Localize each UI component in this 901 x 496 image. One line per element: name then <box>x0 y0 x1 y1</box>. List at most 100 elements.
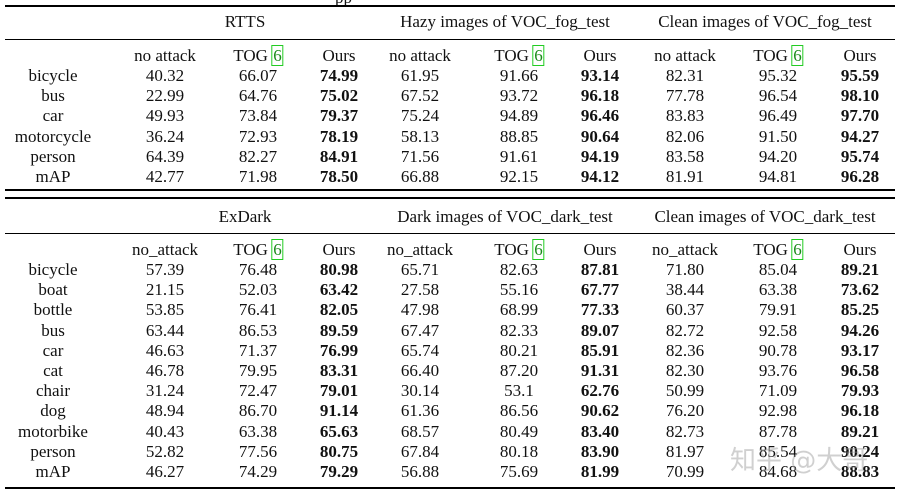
table-cell: 94.19 <box>580 146 620 166</box>
group-header: Clean images of VOC_dark_test <box>654 207 876 226</box>
table-cell: 56.88 <box>400 462 440 481</box>
table-cell: 96.18 <box>580 86 620 106</box>
table-cell: 75.69 <box>499 462 539 481</box>
table-cell: 90.64 <box>580 126 620 146</box>
table-cell: 74.99 <box>319 66 359 85</box>
table-cell: 79.01 <box>319 381 359 401</box>
group-header: Dark images of VOC_dark_test <box>397 207 613 226</box>
top-rule <box>5 5 895 7</box>
table-cell: 22.99 <box>145 86 185 106</box>
citation-link[interactable]: 6 <box>791 239 804 260</box>
bottom-rule <box>5 487 895 489</box>
table-cell: 92.98 <box>758 401 798 421</box>
table-cell: 46.78 <box>145 361 185 380</box>
table-cell: 82.31 <box>665 66 705 85</box>
cut-off-caption: pp <box>335 0 352 8</box>
table-cell: 67.47 <box>400 320 440 340</box>
table-cell: 53.85 <box>145 300 185 320</box>
row-label: bicycle <box>28 260 78 279</box>
table-cell: 94.27 <box>840 126 880 146</box>
table-cell: 89.59 <box>319 320 359 340</box>
citation-link[interactable]: 6 <box>791 45 804 66</box>
row-label: cat <box>43 361 63 380</box>
column-header: Ours <box>583 46 616 66</box>
table-cell: 80.49 <box>499 421 539 441</box>
table-cell: 86.53 <box>238 320 278 340</box>
table-cell: 96.49 <box>758 106 798 126</box>
table-cell: 82.06 <box>665 126 705 146</box>
table-cell: 58.13 <box>400 126 440 146</box>
table-cell: 91.66 <box>499 66 539 85</box>
table-cell: 76.99 <box>319 340 359 360</box>
table-cell: 78.50 <box>319 167 359 186</box>
table-cell: 83.58 <box>665 146 705 166</box>
row-label: person <box>30 146 76 166</box>
table-cell: 79.95 <box>238 361 278 380</box>
column-header: Ours <box>322 240 355 260</box>
column-header: Ours <box>843 46 876 66</box>
column-header-label: no_attack <box>651 240 719 259</box>
table-cell: 52.82 <box>145 441 185 461</box>
citation-link[interactable]: 6 <box>532 239 545 260</box>
table-cell: 61.95 <box>400 66 440 85</box>
citation-link[interactable]: 6 <box>271 45 284 66</box>
row-label: motorbike <box>18 421 88 441</box>
table-cell: 89.21 <box>840 421 880 441</box>
column-header: Ours <box>583 240 616 260</box>
table-cell: 73.84 <box>238 106 278 126</box>
row-label: bus <box>41 320 65 340</box>
citation-link[interactable]: 6 <box>532 45 545 66</box>
table-cell: 82.73 <box>665 421 705 441</box>
table-cell: 77.56 <box>238 441 278 461</box>
table-cell: 85.91 <box>580 340 620 360</box>
table-cell: 50.99 <box>665 381 705 401</box>
column-header-label: no attack <box>134 46 196 65</box>
table-cell: 47.98 <box>400 300 440 320</box>
column-header-label: Ours <box>843 46 877 65</box>
table-cell: 71.80 <box>665 260 705 279</box>
table-cell: 73.62 <box>840 280 880 300</box>
table-cell: 82.05 <box>319 300 359 320</box>
table-cell: 97.70 <box>840 106 880 126</box>
table-cell: 98.10 <box>840 86 880 106</box>
table-cell: 77.33 <box>580 300 620 320</box>
column-header: no attack <box>134 46 196 66</box>
group-header: Hazy images of VOC_fog_test <box>400 12 610 31</box>
table-cell: 90.24 <box>840 441 880 461</box>
table-cell: 66.07 <box>238 66 278 85</box>
column-header: no_attack <box>652 240 718 260</box>
table-cell: 91.61 <box>499 146 539 166</box>
table-cell: 74.29 <box>238 462 278 481</box>
table-cell: 81.97 <box>665 441 705 461</box>
table-cell: 85.25 <box>840 300 880 320</box>
table-cell: 83.31 <box>319 361 359 380</box>
table-cell: 87.81 <box>580 260 620 279</box>
table-cell: 93.76 <box>758 361 798 380</box>
table-cell: 63.44 <box>145 320 185 340</box>
citation-link[interactable]: 6 <box>271 239 284 260</box>
table-cell: 82.72 <box>665 320 705 340</box>
table-cell: 94.20 <box>758 146 798 166</box>
table-cell: 89.21 <box>840 260 880 279</box>
table-cell: 57.39 <box>145 260 185 279</box>
table-cell: 91.50 <box>758 126 798 146</box>
table-cell: 40.32 <box>145 66 185 85</box>
table-cell: 67.52 <box>400 86 440 106</box>
table-cell: 27.58 <box>400 280 440 300</box>
row-label: motorcycle <box>14 126 92 146</box>
table-cell: 85.04 <box>758 260 798 279</box>
table-cell: 40.43 <box>145 421 185 441</box>
table-cell: 96.58 <box>840 361 880 380</box>
column-header-label: Ours <box>843 240 877 259</box>
table-cell: 94.81 <box>758 167 798 186</box>
table-cell: 89.07 <box>580 320 620 340</box>
table-cell: 68.57 <box>400 421 440 441</box>
table-cell: 79.29 <box>319 462 359 481</box>
table-cell: 83.40 <box>580 421 620 441</box>
header-rule <box>5 39 895 40</box>
table-cell: 96.18 <box>840 401 880 421</box>
column-header: TOG 6 <box>233 45 284 66</box>
table-cell: 86.56 <box>499 401 539 421</box>
column-header-label: TOG <box>233 240 268 259</box>
table-cell: 71.09 <box>758 381 798 401</box>
